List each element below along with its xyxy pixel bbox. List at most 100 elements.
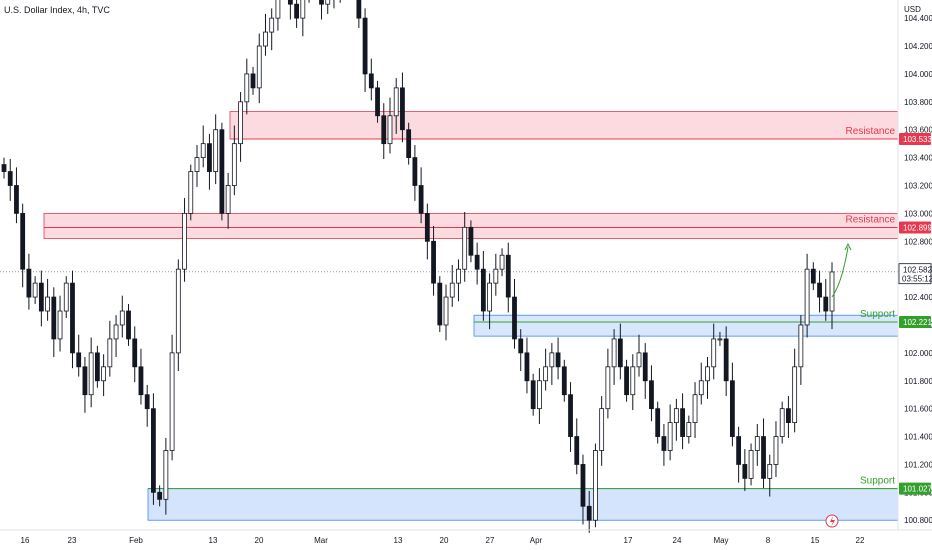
candle-body bbox=[294, 3, 300, 19]
candle-body bbox=[630, 366, 636, 396]
axis-currency: USD bbox=[904, 5, 921, 14]
candle-body bbox=[611, 338, 617, 368]
candle-body bbox=[213, 129, 219, 172]
candle-body bbox=[748, 450, 754, 479]
time-tick-label: 24 bbox=[673, 536, 682, 545]
candle-body bbox=[356, 0, 362, 19]
level-label: Resistance bbox=[846, 126, 896, 137]
candle-body bbox=[194, 157, 200, 172]
candle-body bbox=[82, 366, 88, 396]
zone-rect bbox=[229, 111, 899, 140]
level-price-tag bbox=[899, 482, 931, 495]
candle-body bbox=[543, 366, 549, 382]
price-tick-label: 104.400 bbox=[904, 14, 932, 23]
candle-body bbox=[269, 17, 275, 33]
candle-body bbox=[256, 45, 262, 89]
candle-body bbox=[555, 352, 561, 368]
candle-body bbox=[94, 352, 100, 382]
candle-body bbox=[474, 254, 480, 270]
price-tick-label: 102.000 bbox=[904, 349, 932, 358]
price-tick-label: 103.000 bbox=[904, 209, 932, 218]
candle-body bbox=[231, 143, 237, 186]
candle-body bbox=[505, 254, 511, 298]
candle-body bbox=[375, 87, 380, 117]
candle-body bbox=[655, 408, 661, 437]
candle-body bbox=[182, 212, 187, 270]
candle-body bbox=[393, 87, 399, 117]
price-axis[interactable]: USD 104.400104.200104.000103.800103.6001… bbox=[897, 0, 932, 530]
time-tick-label: 20 bbox=[255, 536, 264, 545]
candle-body bbox=[119, 310, 125, 326]
candle-body bbox=[823, 296, 829, 312]
candle-body bbox=[57, 310, 63, 340]
candle-body bbox=[711, 338, 717, 368]
lightning-bolt-icon[interactable] bbox=[825, 514, 839, 528]
candle-body bbox=[680, 408, 685, 437]
candle-body bbox=[101, 366, 107, 382]
price-tick-label: 104.200 bbox=[904, 42, 932, 51]
candle-body bbox=[219, 129, 225, 214]
candle-body bbox=[487, 282, 492, 312]
candle-body bbox=[667, 422, 673, 451]
price-tick-label: 101.200 bbox=[904, 460, 932, 469]
candle-body bbox=[51, 296, 57, 340]
candle-body bbox=[431, 240, 436, 284]
price-tick-label: 104.000 bbox=[904, 70, 932, 79]
candle-body bbox=[499, 254, 505, 270]
candle-body bbox=[126, 310, 131, 340]
candle-body bbox=[144, 394, 150, 410]
candle-body bbox=[717, 338, 723, 341]
candle-body bbox=[661, 436, 667, 451]
level-price-label: 103.533 bbox=[903, 135, 932, 144]
candle-body bbox=[729, 380, 735, 437]
candle-body bbox=[580, 464, 586, 507]
candle-body bbox=[319, 0, 324, 5]
candle-body bbox=[207, 143, 212, 172]
candle-body bbox=[829, 271, 835, 312]
candle-body bbox=[151, 408, 156, 493]
level-price-label: 102.221 bbox=[903, 318, 932, 327]
candle-body bbox=[113, 324, 119, 340]
zone-rect bbox=[147, 488, 899, 521]
candle-body bbox=[549, 352, 555, 368]
price-tick-label: 101.400 bbox=[904, 433, 932, 442]
candle-body bbox=[686, 422, 692, 437]
candle-body bbox=[169, 352, 175, 451]
countdown-label: 03:55:12 bbox=[902, 275, 932, 284]
candle-body bbox=[593, 450, 598, 521]
candle-body bbox=[175, 268, 181, 354]
candle-body bbox=[779, 408, 785, 437]
price-tick-label: 103.800 bbox=[904, 98, 932, 107]
price-tick-label: 101.600 bbox=[904, 405, 932, 414]
candle-body bbox=[107, 338, 113, 368]
price-tick-label: 102.800 bbox=[904, 237, 932, 246]
time-tick-label: 13 bbox=[394, 536, 403, 545]
candle-body bbox=[449, 282, 455, 298]
candle-body bbox=[418, 185, 424, 214]
candle-body bbox=[723, 338, 729, 382]
candle-body bbox=[45, 296, 50, 312]
candle-body bbox=[132, 338, 138, 368]
candle-body bbox=[163, 450, 169, 500]
candle-body bbox=[7, 171, 13, 186]
candle-body bbox=[518, 338, 524, 354]
candle-body bbox=[424, 212, 430, 242]
candle-body bbox=[138, 366, 144, 396]
time-tick-label: Feb bbox=[129, 536, 143, 545]
time-tick-label: May bbox=[713, 536, 728, 545]
level-price-label: 101.027 bbox=[903, 485, 932, 494]
candle-body bbox=[624, 366, 629, 396]
candle-body bbox=[617, 338, 623, 368]
candle-body bbox=[754, 436, 760, 451]
time-axis[interactable]: 16 23 Feb 13 20 Mar 13 20 27 Apr 17 24 May 8 15 22 bbox=[0, 529, 932, 545]
candle-body bbox=[792, 366, 798, 424]
price-tick-label: 100.800 bbox=[904, 516, 932, 525]
candle-body bbox=[705, 366, 710, 382]
candle-body bbox=[642, 352, 648, 382]
chart-title: U.S. Dollar Index, 4h, TVC bbox=[4, 5, 110, 15]
candle-body bbox=[568, 394, 573, 437]
time-tick-label: 23 bbox=[68, 536, 77, 545]
current-price-label: 102.582 bbox=[903, 266, 932, 275]
candle-body bbox=[188, 171, 194, 214]
